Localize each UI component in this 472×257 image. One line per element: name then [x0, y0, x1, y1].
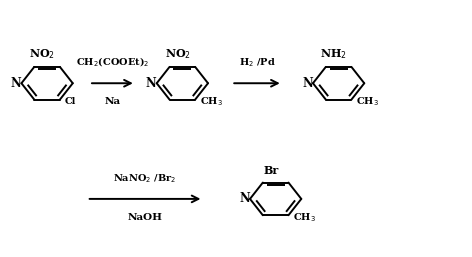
- Text: Cl: Cl: [65, 97, 76, 106]
- Text: CH$_2$(COOEt)$_2$: CH$_2$(COOEt)$_2$: [76, 56, 149, 69]
- Text: N: N: [146, 77, 157, 90]
- Text: CH$_3$: CH$_3$: [356, 95, 379, 108]
- Text: N: N: [239, 192, 250, 205]
- Text: Br: Br: [263, 165, 278, 176]
- Text: N: N: [302, 77, 313, 90]
- Text: NO$_2$: NO$_2$: [165, 47, 191, 61]
- Text: NO$_2$: NO$_2$: [29, 47, 56, 61]
- Text: Na: Na: [104, 97, 120, 106]
- Text: N: N: [10, 77, 21, 90]
- Text: CH$_3$: CH$_3$: [293, 211, 316, 224]
- Text: H$_2$ /Pd: H$_2$ /Pd: [238, 57, 275, 69]
- Text: NaOH: NaOH: [127, 213, 162, 222]
- Text: NH$_2$: NH$_2$: [320, 47, 347, 61]
- Text: CH$_3$: CH$_3$: [200, 95, 223, 108]
- Text: NaNO$_2$ /Br$_2$: NaNO$_2$ /Br$_2$: [113, 172, 177, 185]
